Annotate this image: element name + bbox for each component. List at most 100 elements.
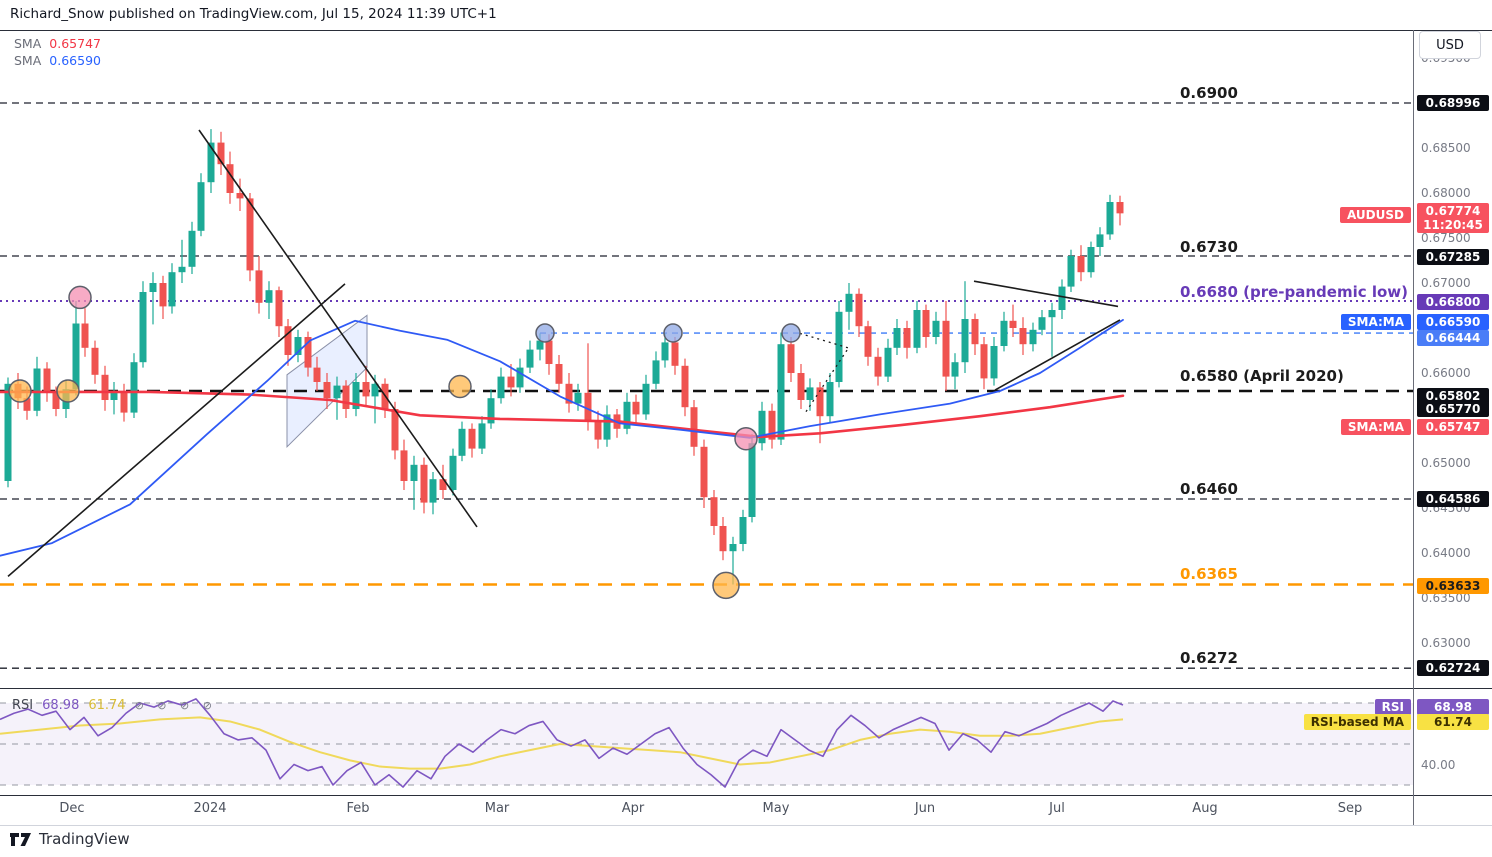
signal-marker[interactable] xyxy=(781,323,801,343)
candle-body xyxy=(52,392,60,409)
candle-body xyxy=(275,290,283,327)
candle-body xyxy=(43,368,51,393)
signal-marker[interactable] xyxy=(68,285,92,310)
time-axis-label-apr: Apr xyxy=(621,801,645,816)
candle-body xyxy=(980,344,988,379)
candle-body xyxy=(797,373,805,400)
candle-body xyxy=(1087,247,1095,273)
trendline-2[interactable] xyxy=(7,283,346,578)
candle-body xyxy=(536,340,544,350)
candle-body xyxy=(516,367,524,388)
axis-side-tag-sma-ma: SMA:MA xyxy=(1340,419,1411,435)
sma-legend-row-fast[interactable]: SMA 0.66590 xyxy=(14,52,101,69)
candle-body xyxy=(33,368,41,411)
price-tag-0.65747: 0.65747 xyxy=(1417,419,1489,435)
candle-body xyxy=(623,401,631,429)
dotted-annotation-line-1[interactable] xyxy=(799,332,849,349)
candle-body xyxy=(352,382,360,409)
candle-body xyxy=(903,328,911,348)
candle-body xyxy=(313,367,321,382)
candle-body xyxy=(400,450,408,481)
candle-body xyxy=(777,344,785,440)
price-tag-0.64586: 0.64586 xyxy=(1417,491,1489,507)
price-axis-tick: 0.67500 xyxy=(1421,231,1471,245)
candle-body xyxy=(168,272,176,307)
trendline-3[interactable] xyxy=(973,280,1119,308)
candle-body xyxy=(429,479,437,503)
candle-body xyxy=(1106,202,1114,235)
candle-body xyxy=(1116,202,1124,214)
axis-side-tag-audusd: AUDUSD xyxy=(1340,207,1411,223)
dotted-annotation-line-2[interactable] xyxy=(805,348,849,413)
price-tag-0.63633: 0.63633 xyxy=(1417,578,1489,594)
indicator-action-icons[interactable]: ⊘ ⊘ ⊘ ⊘ xyxy=(134,699,217,712)
sma-fast-line[interactable] xyxy=(0,319,1124,557)
candle-body xyxy=(729,544,737,552)
level-caption: 0.6680 (pre-pandemic low) xyxy=(1180,283,1408,301)
candle-body xyxy=(884,347,892,377)
time-axis-label-may: May xyxy=(762,801,790,816)
price-axis-tick: 0.68500 xyxy=(1421,141,1471,155)
price-tag-61.74: 61.74 xyxy=(1417,714,1489,730)
candle-body xyxy=(487,398,495,424)
signal-marker[interactable] xyxy=(8,379,32,403)
candle-body xyxy=(632,401,640,415)
candle-body xyxy=(526,349,534,368)
candle-body xyxy=(420,464,428,503)
price-tag-0.67285: 0.67285 xyxy=(1417,249,1489,265)
candle-body xyxy=(652,360,660,384)
candle-body xyxy=(642,383,650,415)
price-axis-tick: 0.63000 xyxy=(1421,636,1471,650)
footer-brand[interactable]: TradingView xyxy=(10,830,130,848)
candle-body xyxy=(739,517,747,544)
price-axis[interactable] xyxy=(1413,30,1492,795)
price-tag-0.66590: 0.66590 xyxy=(1417,314,1489,330)
candle-body xyxy=(323,382,331,399)
candle-body xyxy=(681,365,689,408)
signal-marker[interactable] xyxy=(734,426,758,451)
candle-body xyxy=(497,376,505,399)
signal-marker[interactable] xyxy=(448,374,472,399)
trendline-4[interactable] xyxy=(994,319,1121,391)
signal-marker[interactable] xyxy=(663,323,683,343)
candle-body xyxy=(758,410,766,444)
price-axis-tick: 0.67000 xyxy=(1421,276,1471,290)
level-caption: 0.6900 xyxy=(1180,84,1238,102)
time-axis-label-2024: 2024 xyxy=(193,801,227,816)
price-tag-0.62724: 0.62724 xyxy=(1417,660,1489,676)
candle-body xyxy=(690,407,698,447)
level-caption: 0.6365 xyxy=(1180,565,1238,583)
signal-marker[interactable] xyxy=(56,379,80,403)
signal-marker[interactable] xyxy=(712,571,740,600)
rsi-indicator-legend[interactable]: RSI 68.98 61.74 ⊘ ⊘ ⊘ ⊘ xyxy=(12,698,217,713)
candle-body xyxy=(439,479,447,490)
trendline-1[interactable] xyxy=(198,129,478,528)
time-axis-label-feb: Feb xyxy=(346,801,370,816)
candle-body xyxy=(864,326,872,357)
candle-body xyxy=(284,326,292,355)
candle-body xyxy=(835,311,843,382)
candle-body xyxy=(942,320,950,377)
sma-slow-line[interactable] xyxy=(0,390,1125,439)
signal-marker[interactable] xyxy=(535,323,555,343)
tradingview-logo-icon xyxy=(10,832,31,846)
sma-value-fast: 0.66590 xyxy=(49,53,101,68)
price-tag-0.65770: 0.65770 xyxy=(1417,401,1489,417)
time-axis-label-mar: Mar xyxy=(484,801,510,816)
candle-body xyxy=(545,340,553,364)
candle-body xyxy=(226,164,234,193)
currency-button[interactable]: USD xyxy=(1419,31,1481,59)
rsi-line[interactable] xyxy=(0,698,1124,788)
candle-body xyxy=(139,292,147,363)
sma-legend-row-slow[interactable]: SMA 0.65747 xyxy=(14,35,101,52)
time-axis[interactable] xyxy=(0,795,1413,825)
candle-body xyxy=(101,374,109,400)
candle-body xyxy=(719,526,727,552)
candle-body xyxy=(391,409,399,451)
price-tag-0.65802: 0.65802 xyxy=(1417,388,1489,404)
time-axis-label-jul: Jul xyxy=(1049,801,1065,816)
candle-body xyxy=(874,356,882,377)
candle-body xyxy=(217,142,225,165)
candle-body xyxy=(806,387,814,400)
